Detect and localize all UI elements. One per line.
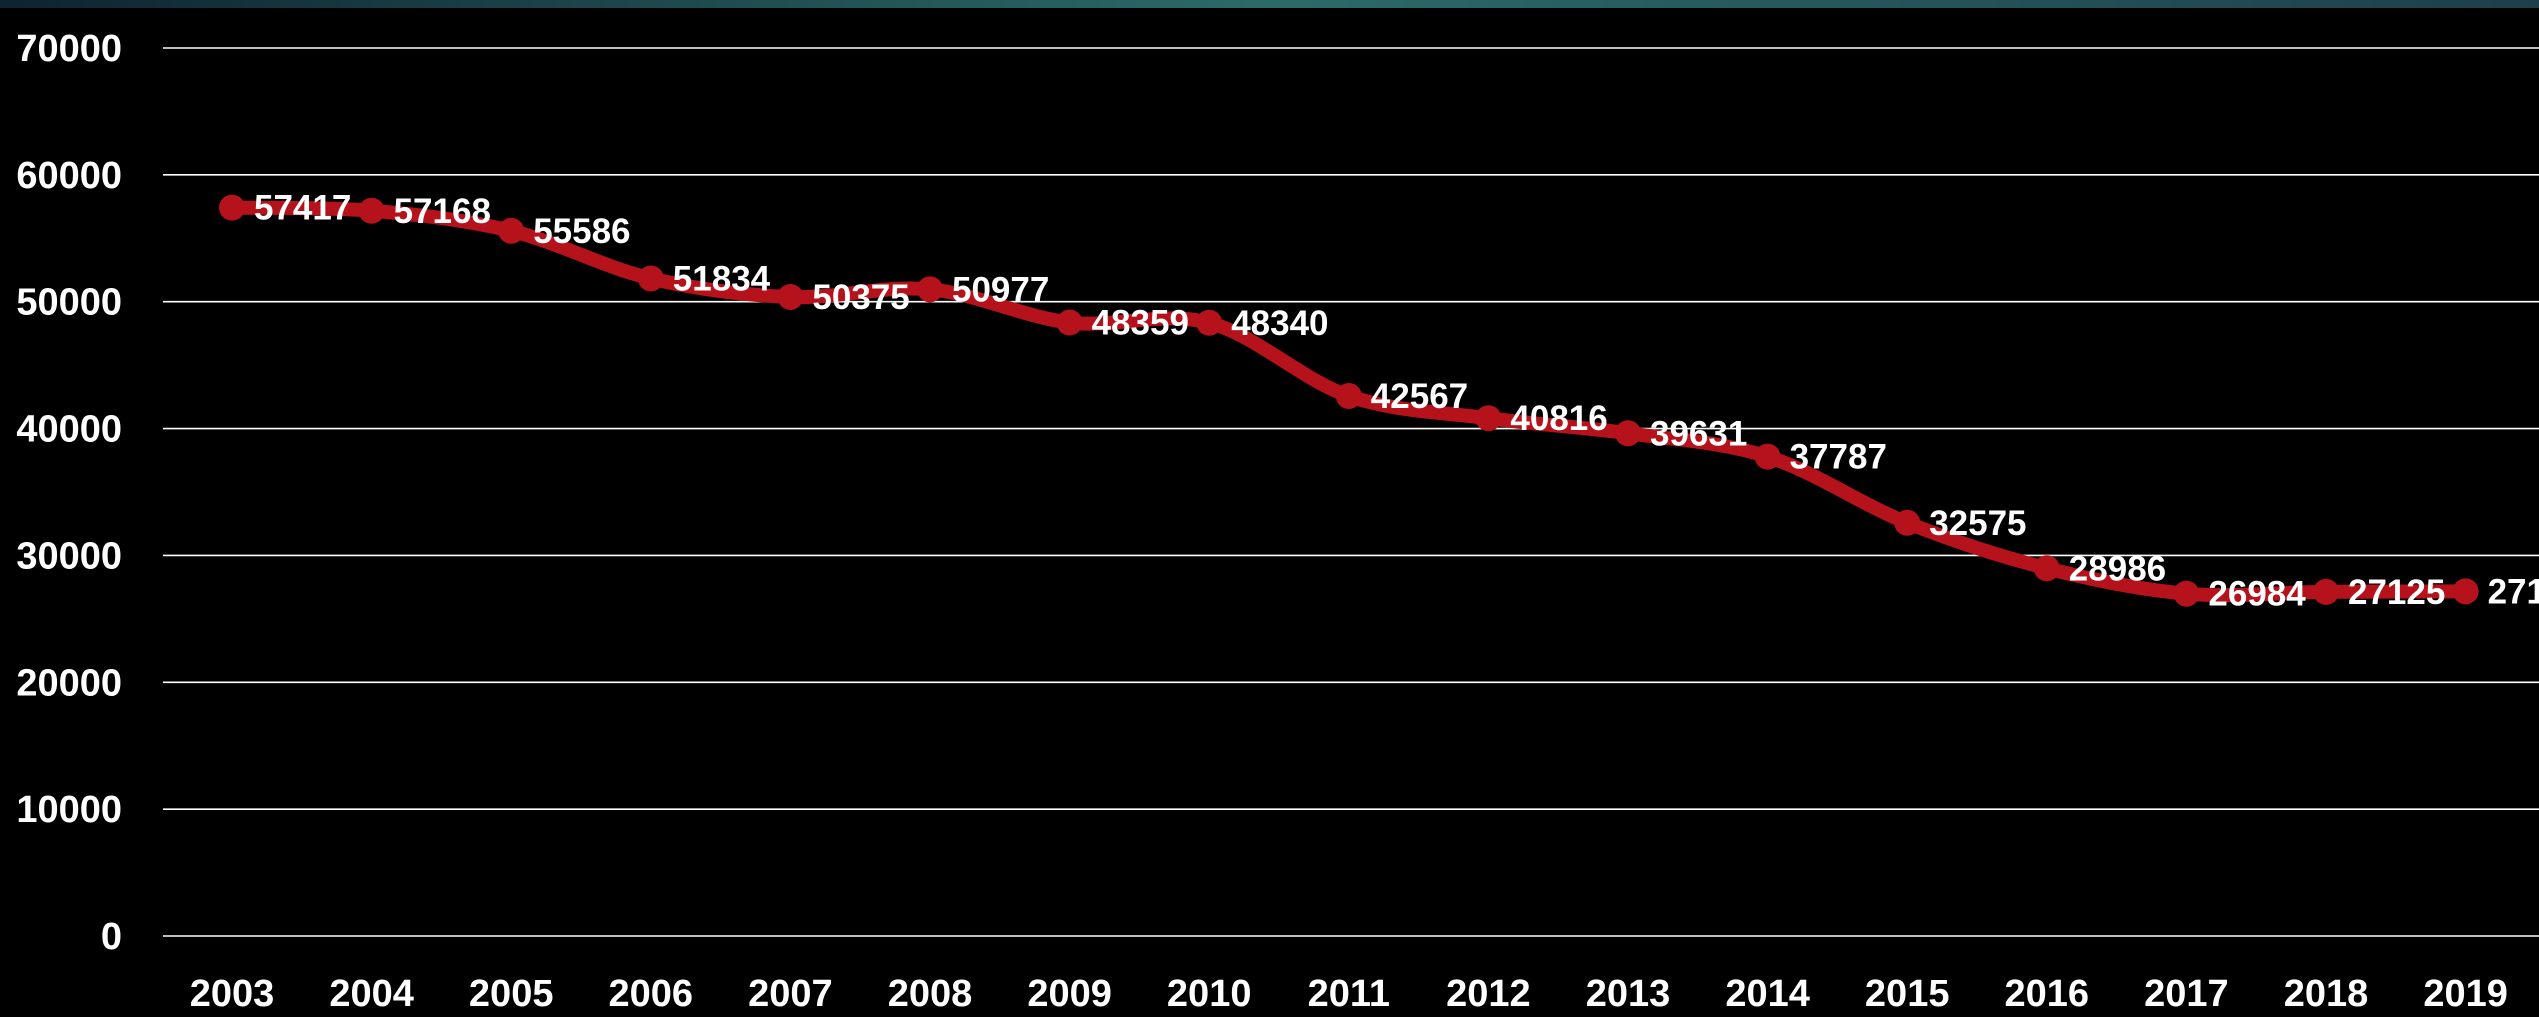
- y-tick-label-50000: 50000: [16, 282, 122, 324]
- data-label-2007: 50375: [812, 278, 909, 317]
- x-tick-label-2012: 2012: [1446, 973, 1531, 1015]
- data-point-2008: [917, 276, 943, 303]
- y-axis-tick-labels: 0 10000 20000 30000 40000 50000 60000 70000: [16, 28, 122, 958]
- data-label-2015: 32575: [1929, 504, 2026, 543]
- y-tick-label-70000: 70000: [16, 28, 122, 70]
- x-tick-label-2004: 2004: [329, 973, 414, 1015]
- y-tick-label-10000: 10000: [16, 789, 122, 831]
- x-tick-label-2015: 2015: [1865, 973, 1950, 1015]
- x-tick-label-2005: 2005: [469, 973, 554, 1015]
- data-point-2012: [1475, 405, 1502, 432]
- data-point-2007: [777, 283, 804, 310]
- data-point-2013: [1615, 420, 1641, 447]
- x-tick-label-2006: 2006: [609, 973, 694, 1015]
- x-tick-label-2019: 2019: [2423, 973, 2508, 1015]
- top-accent-bar: [0, 0, 2539, 8]
- x-tick-label-2013: 2013: [1586, 973, 1671, 1015]
- data-label-2003: 57417: [254, 189, 351, 228]
- data-point-2010: [1196, 309, 1223, 336]
- data-markers: [219, 194, 2479, 607]
- data-point-2018: [2313, 578, 2339, 605]
- y-tick-label-30000: 30000: [16, 535, 122, 577]
- data-label-2006: 51834: [673, 259, 771, 298]
- data-point-2014: [1754, 443, 1781, 470]
- data-label-2017: 26984: [2208, 575, 2306, 614]
- x-tick-label-2018: 2018: [2284, 973, 2369, 1015]
- data-labels: 57417 57168 55586 51834 50375 50977 48359 48340…: [254, 189, 2539, 614]
- data-label-2008: 50977: [952, 270, 1049, 309]
- data-point-2015: [1894, 509, 1921, 536]
- data-label-2016: 28986: [2069, 549, 2166, 588]
- y-tick-label-60000: 60000: [16, 155, 122, 197]
- data-label-2010: 48340: [1231, 304, 1328, 343]
- data-point-2006: [637, 265, 664, 292]
- data-point-2003: [219, 194, 245, 221]
- data-point-2017: [2173, 580, 2200, 607]
- x-tick-label-2017: 2017: [2144, 973, 2229, 1015]
- data-label-2009: 48359: [1092, 304, 1189, 343]
- data-point-2011: [1335, 383, 1362, 410]
- data-label-2012: 40816: [1510, 399, 1607, 438]
- data-point-2009: [1056, 309, 1083, 336]
- data-point-2004: [358, 197, 385, 224]
- x-tick-label-2003: 2003: [190, 973, 275, 1015]
- x-tick-label-2007: 2007: [748, 973, 833, 1015]
- data-label-2011: 42567: [1371, 377, 1468, 416]
- data-label-2005: 55586: [533, 212, 630, 251]
- data-point-2005: [498, 217, 525, 244]
- data-point-2019: [2452, 578, 2479, 605]
- y-tick-label-0: 0: [101, 916, 122, 958]
- y-tick-label-40000: 40000: [16, 409, 122, 451]
- gridlines: [163, 47, 2539, 937]
- data-point-2016: [2033, 555, 2060, 582]
- data-label-2004: 57168: [394, 192, 491, 231]
- y-tick-label-20000: 20000: [16, 662, 122, 704]
- x-tick-label-2010: 2010: [1167, 973, 1252, 1015]
- x-axis-tick-labels: 2003 2004 2005 2006 2007 2008 2009 2010 2011 2012…: [190, 973, 2508, 1015]
- data-label-2014: 37787: [1790, 438, 1887, 477]
- x-tick-label-2014: 2014: [1725, 973, 1810, 1015]
- x-tick-label-2009: 2009: [1027, 973, 1112, 1015]
- x-tick-label-2008: 2008: [888, 973, 973, 1015]
- x-tick-label-2011: 2011: [1308, 973, 1390, 1015]
- data-label-2018: 27125: [2348, 573, 2445, 612]
- data-label-2019: 27169: [2488, 572, 2539, 611]
- x-tick-label-2016: 2016: [2005, 973, 2090, 1015]
- data-label-2013: 39631: [1650, 414, 1747, 453]
